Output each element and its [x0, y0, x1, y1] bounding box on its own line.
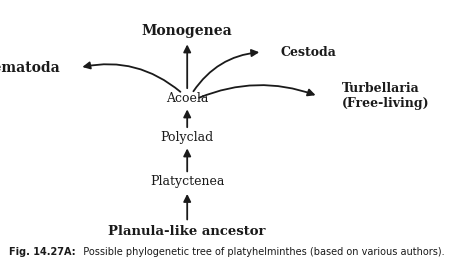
Text: Acoela: Acoela	[166, 92, 208, 105]
Text: Cestoda: Cestoda	[281, 46, 336, 58]
Text: Possible phylogenetic tree of platyhelminthes (based on various authors).: Possible phylogenetic tree of platyhelmi…	[77, 248, 445, 257]
Text: Polyclad: Polyclad	[161, 131, 214, 144]
Text: Platyctenea: Platyctenea	[150, 176, 224, 188]
Text: Trematoda: Trematoda	[0, 61, 61, 75]
Text: Planula-like ancestor: Planula-like ancestor	[109, 225, 266, 238]
Text: Monogenea: Monogenea	[142, 24, 233, 38]
Text: Fig. 14.27A:: Fig. 14.27A:	[9, 248, 76, 257]
Text: Turbellaria
(Free-living): Turbellaria (Free-living)	[342, 82, 429, 110]
